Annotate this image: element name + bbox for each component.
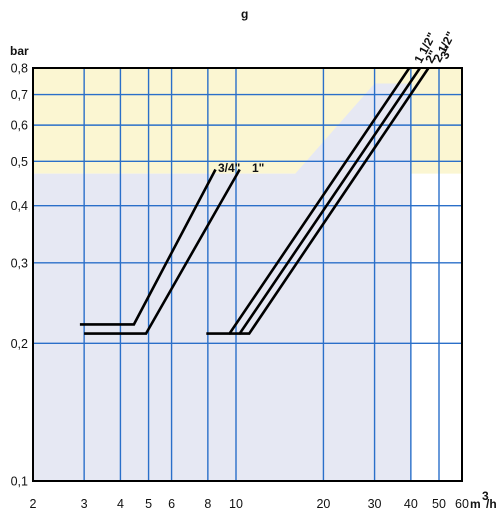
curve-5 xyxy=(239,67,430,335)
x-tick-3: 3 xyxy=(81,497,88,511)
x-tick-50: 50 xyxy=(432,497,446,511)
y-tick-0,6: 0,6 xyxy=(11,119,28,133)
x-tick-30: 30 xyxy=(368,497,382,511)
x-tick-10: 10 xyxy=(229,497,243,511)
y-tick-0,4: 0,4 xyxy=(11,199,28,213)
x-tick-5: 5 xyxy=(145,497,152,511)
x-axis-label-sup: 3 xyxy=(482,489,489,503)
x-tick-20: 20 xyxy=(316,497,330,511)
x-tick-4: 4 xyxy=(117,497,124,511)
x-axis-label-base: m xyxy=(470,497,481,511)
pipe-label-large-4: 3" xyxy=(437,44,455,61)
small-pipe-labels: 3/4" 1" xyxy=(218,161,264,175)
grid xyxy=(33,68,462,481)
x-tick-6: 6 xyxy=(168,497,175,511)
x-tick-labels: 2 3 4 5 6 8 10 20 30 40 50 60 xyxy=(30,497,469,511)
header-fragment: g xyxy=(241,7,248,21)
y-tick-0,7: 0,7 xyxy=(11,88,28,102)
large-pipe-labels: 1 1/2"2"2 1/2"3" xyxy=(411,29,458,65)
curve-2 xyxy=(84,168,241,335)
curve-1 xyxy=(79,168,217,326)
x-tick-60: 60 xyxy=(455,497,469,511)
pipe-label-small-2: 1" xyxy=(252,161,264,175)
x-axis-label: m 3 /h xyxy=(470,489,497,511)
plot-frame xyxy=(32,67,463,482)
background-regions xyxy=(33,68,462,482)
x-axis-label-tail: /h xyxy=(486,497,497,511)
lower-zone xyxy=(33,83,411,482)
y-tick-0,8: 0,8 xyxy=(11,62,28,76)
curves xyxy=(79,67,430,335)
pipe-label-small-1: 3/4" xyxy=(218,161,240,175)
pipe-label-large-2: 2" xyxy=(422,48,440,65)
y-axis-label: bar xyxy=(10,44,29,58)
y-tick-0,2: 0,2 xyxy=(11,337,28,351)
x-tick-40: 40 xyxy=(404,497,418,511)
x-tick-2: 2 xyxy=(30,497,37,511)
y-tick-labels: 0,1 0,2 0,3 0,4 0,5 0,6 0,7 0,8 xyxy=(11,62,28,489)
y-tick-0,5: 0,5 xyxy=(11,155,28,169)
y-tick-0,3: 0,3 xyxy=(11,256,28,270)
x-tick-8: 8 xyxy=(204,497,211,511)
y-tick-0,1: 0,1 xyxy=(11,475,28,489)
